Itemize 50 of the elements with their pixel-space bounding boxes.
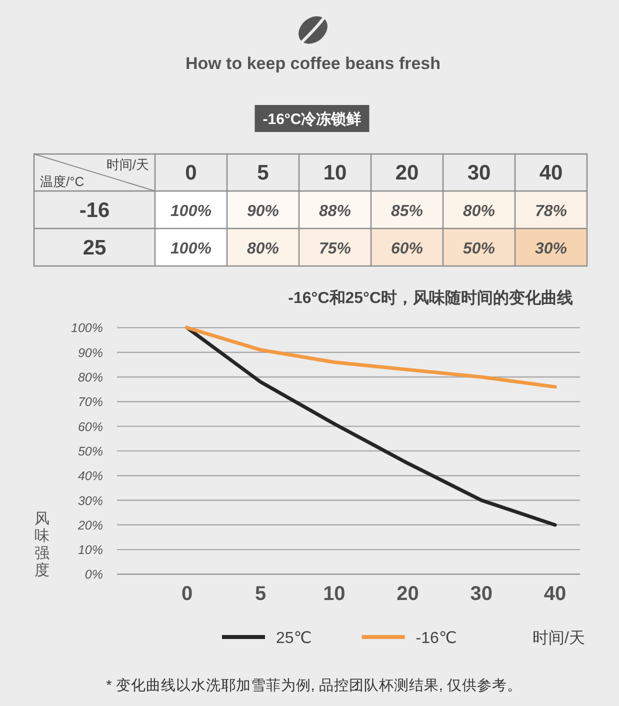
cell-label: 50% <box>462 240 496 258</box>
cell-label: 80% <box>246 240 280 258</box>
cell-label: 90% <box>246 202 280 220</box>
ytick: 60% <box>78 420 103 434</box>
cell-label: 75% <box>318 240 352 258</box>
cell-label: 60% <box>390 240 424 258</box>
ytick: 0% <box>84 568 103 582</box>
ytick: 30% <box>78 494 103 508</box>
xtick: 40 <box>539 162 563 184</box>
xtick: 20 <box>396 583 419 605</box>
ytick: 70% <box>78 395 103 410</box>
xtick: 5 <box>257 162 269 184</box>
xlabel: 时间/天 <box>106 157 149 172</box>
ytick: -16 <box>79 198 110 222</box>
ylabel: 温度/°C <box>40 174 84 189</box>
xlabel: 时间/天 <box>532 630 585 647</box>
xtick: 20 <box>395 162 419 184</box>
subtitle: -16°C冷冻锁鲜 <box>262 111 362 128</box>
xtick: 30 <box>467 162 491 184</box>
annotation: * 变化曲线以水洗耶加雪菲为例, 品控团队杯测结果, 仅供参考。 <box>106 678 522 694</box>
ytick: 90% <box>78 346 103 360</box>
cell-label: 88% <box>318 202 352 220</box>
cell-label: 100% <box>170 240 212 258</box>
xtick: 30 <box>470 583 493 605</box>
ylabel: 强 <box>34 544 50 562</box>
ytick: 25 <box>82 236 106 260</box>
cell-label: 100% <box>170 202 212 220</box>
xtick: 10 <box>323 162 347 184</box>
xtick: 5 <box>255 583 266 605</box>
legend-label: 25℃ <box>276 630 312 647</box>
title: How to keep coffee beans fresh <box>185 54 441 73</box>
ytick: 20% <box>78 518 103 532</box>
ylabel: 味 <box>34 528 50 545</box>
ytick: 80% <box>78 370 103 384</box>
xtick: 40 <box>544 583 566 605</box>
cell-label: 80% <box>462 202 496 220</box>
ylabel: 度 <box>34 562 50 580</box>
cell-label: 85% <box>390 202 424 220</box>
legend-label: -16℃ <box>416 630 457 647</box>
cell-label: 30% <box>534 240 568 258</box>
cell-label: 78% <box>534 202 568 220</box>
xtick: 0 <box>181 583 193 605</box>
xtick: 10 <box>323 583 346 605</box>
ylabel: 风 <box>34 510 50 528</box>
ytick: 40% <box>78 469 103 484</box>
ytick: 10% <box>78 543 103 558</box>
title: -16°C和25°C时，风味随时间的变化曲线 <box>288 290 573 307</box>
ytick: 100% <box>71 321 103 336</box>
xtick: 0 <box>185 162 197 184</box>
ytick: 50% <box>78 444 103 458</box>
